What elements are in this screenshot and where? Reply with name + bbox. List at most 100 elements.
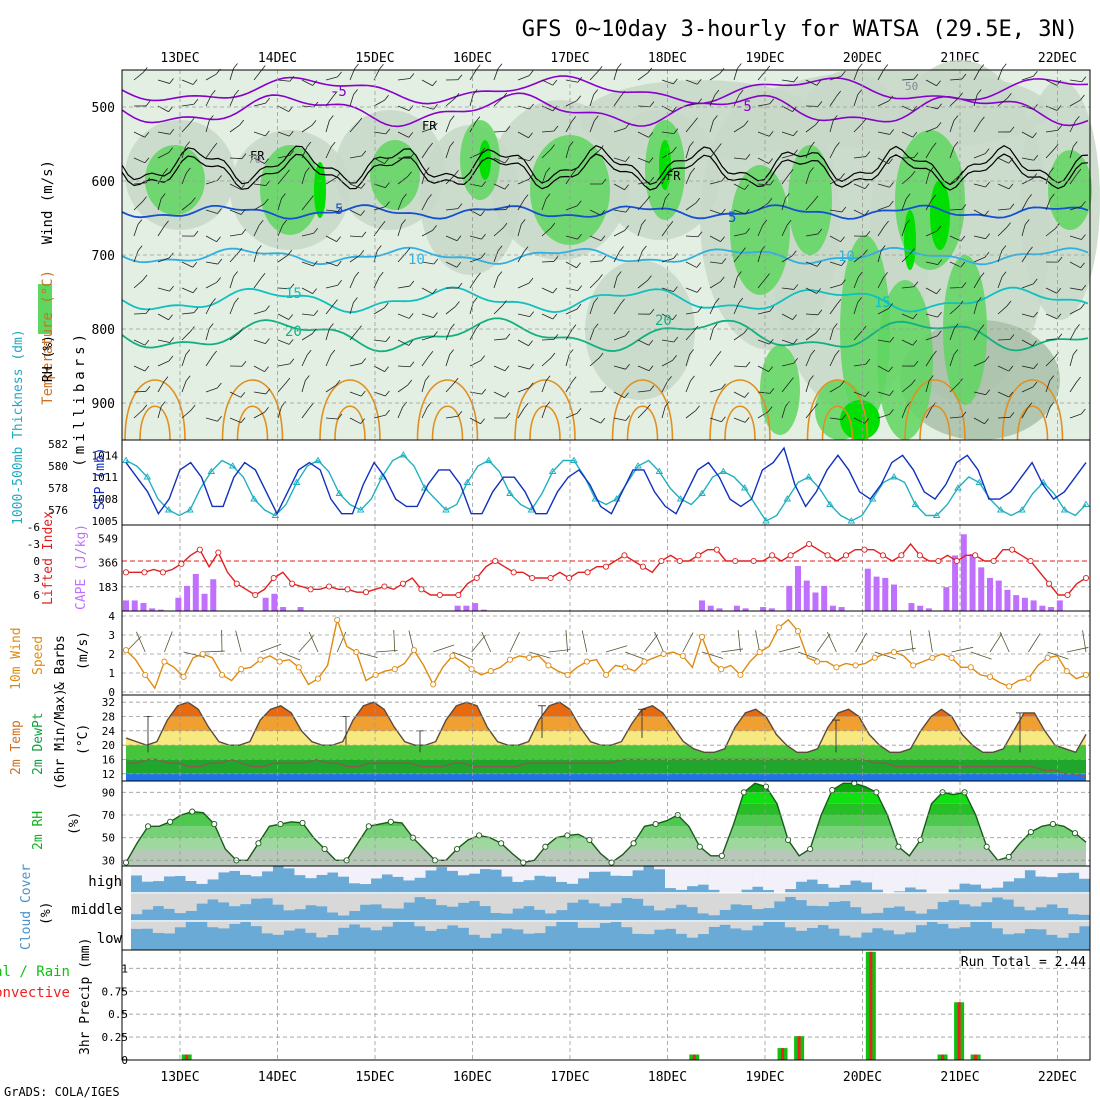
precip-conv-bar [869, 951, 873, 1060]
cloud-cell [599, 866, 611, 872]
wind-barb-flag [169, 285, 174, 292]
cloud-cell [490, 922, 502, 934]
rh2m-line-point [564, 832, 571, 839]
wind-barb [925, 127, 938, 133]
cloud-cell [654, 922, 666, 930]
thickness-line-point [698, 489, 706, 496]
wind-barb [253, 310, 266, 315]
cape-bar [803, 580, 810, 611]
wind-barb-flag [233, 63, 238, 69]
wind-barb-flag [593, 297, 599, 303]
wind-barb-flag [817, 101, 823, 107]
wind-barb-flag [600, 235, 606, 242]
wind-barb-flag [1057, 125, 1063, 131]
wind-barb [205, 73, 217, 81]
wind-barb-flag [953, 323, 959, 329]
wind-barb-flag [360, 418, 365, 424]
wind-barb-flag [504, 391, 510, 398]
wind-barb-flag [769, 98, 775, 105]
wind-barb [469, 417, 481, 425]
wind-barb [565, 329, 573, 341]
cloud-cell [468, 866, 481, 874]
rh2m-tick-label: 90 [102, 786, 115, 799]
cloud-cell [338, 894, 350, 916]
wind-barb [709, 261, 722, 264]
wind-barb-flag [409, 153, 415, 159]
wind-barb [373, 183, 386, 189]
lifted-index-line-point [861, 546, 868, 553]
dewpt2m-line [126, 758, 1087, 779]
rh2m-line-point [387, 818, 394, 825]
wind-barb-flag [649, 308, 655, 315]
wind-barb [781, 131, 794, 137]
wind-barb-flag [481, 233, 486, 240]
wind-barb-flag [285, 377, 291, 384]
wind-barb-flag [409, 73, 415, 79]
wind-barb-flag [289, 283, 295, 290]
wind-barb-flag [793, 130, 798, 136]
isotherm-30 [334, 405, 366, 441]
wind-barb-flag [377, 245, 382, 251]
wind-barb [877, 225, 885, 237]
cape-bar [1021, 597, 1028, 611]
wind-barb-flag [164, 220, 169, 227]
wind-barb-flag [169, 128, 175, 135]
wind-barb [685, 79, 698, 85]
cape-bar [952, 555, 959, 611]
wind10-barb [481, 631, 492, 653]
cloud-cell [610, 894, 622, 904]
thickness-line-point [655, 467, 664, 474]
wind-barb-flag [571, 116, 577, 122]
wind-barb-flag [384, 158, 389, 164]
label-precip-unit: 3hr Precip (mm) [78, 938, 93, 1055]
wind10-barb [548, 649, 571, 653]
cape-bar [123, 600, 129, 611]
wind-barb-flag [836, 299, 842, 305]
isotherm-30 [919, 405, 951, 441]
thickness-line-point [634, 462, 642, 469]
cloud-cell [784, 894, 797, 898]
wind10-speed-line-point [238, 666, 245, 673]
wind-barb [901, 105, 914, 112]
rh2m-line-point [652, 821, 659, 828]
wind-barb-flag [353, 89, 358, 95]
wind-barb [805, 124, 816, 133]
wind-barb [589, 235, 602, 242]
wind-barb-flag [529, 311, 535, 317]
contour-label: 20 [285, 324, 302, 340]
wind-barb-flag [545, 401, 551, 407]
wind-barb-flag [385, 182, 390, 188]
cloud-cell [588, 894, 600, 904]
wind-barb-flag [912, 340, 918, 346]
lifted-index-line-point [436, 591, 443, 599]
wind-barb [1069, 79, 1082, 83]
wind-barb [541, 287, 554, 294]
wind-barb [685, 172, 692, 185]
wind-barb-flag [832, 323, 838, 329]
wind-barb-flag [744, 184, 749, 190]
cloud-cell [991, 866, 1004, 888]
label-cloud-unit: (%) [39, 902, 54, 925]
rh2m-line-point [167, 818, 174, 825]
thickness-line-point [335, 489, 344, 496]
wind-barb [733, 252, 742, 263]
rh2m-line-point [321, 845, 328, 853]
cloud-cell [163, 922, 175, 934]
wind-barb-flag [695, 197, 701, 204]
top-date-label: 17DEC [550, 51, 589, 66]
wind-barb-flag [552, 313, 558, 320]
lifted-index-line-point [122, 569, 130, 576]
wind-barb [805, 172, 810, 185]
lifted-index-line-point [935, 557, 942, 565]
wind-barb [469, 183, 482, 187]
wind-barb [997, 365, 1010, 372]
wind-barb [973, 121, 981, 133]
wind-barb-flag [1080, 94, 1085, 101]
wind-barb [853, 302, 859, 315]
wind-barb-flag [888, 200, 894, 207]
wind-barb-flag [424, 167, 430, 173]
wind-barb [805, 200, 815, 211]
wind-barb-flag [673, 336, 679, 343]
rh2m-line-point [630, 840, 637, 847]
cloud-row-label: low [97, 931, 123, 947]
